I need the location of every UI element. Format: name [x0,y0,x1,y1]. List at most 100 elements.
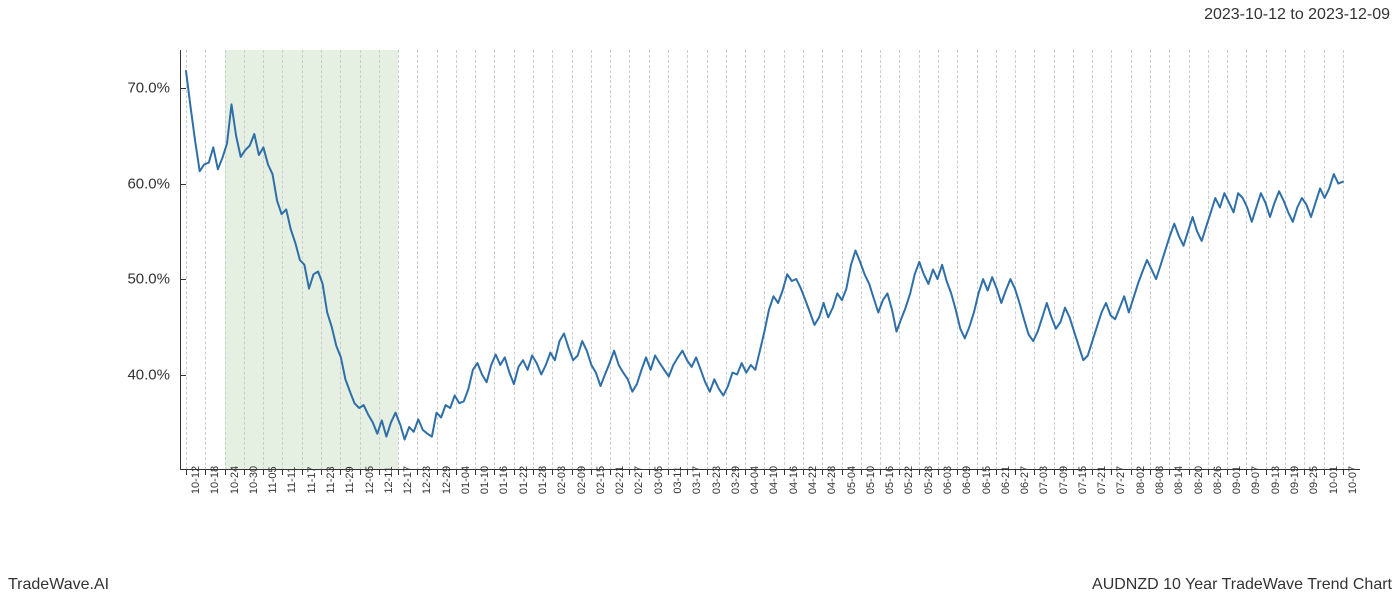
x-tick-mark [1246,470,1247,475]
x-tick-label: 05-22 [903,466,915,494]
x-tick-mark [282,470,283,475]
x-tick-label: 08-08 [1154,466,1166,494]
x-tick-label: 02-21 [614,466,626,494]
x-tick-label: 05-16 [884,466,896,494]
x-tick-mark [1034,470,1035,475]
x-tick-label: 05-28 [923,466,935,494]
x-tick-label: 11-29 [344,466,356,493]
x-tick-label: 02-03 [556,466,568,494]
x-tick-mark [938,470,939,475]
x-tick-label: 08-14 [1173,466,1185,494]
x-tick-label: 10-24 [229,466,241,494]
x-tick-mark [340,470,341,475]
y-tick-label: 60.0% [127,175,170,192]
x-tick-mark [552,470,553,475]
y-tick-label: 50.0% [127,271,170,288]
x-tick-mark [1285,470,1286,475]
y-axis: 40.0%50.0%60.0%70.0% [100,50,180,470]
x-tick-mark [321,470,322,475]
x-tick-mark [1169,470,1170,475]
x-tick-mark [1111,470,1112,475]
x-tick-label: 01-22 [518,466,530,494]
x-tick-label: 07-27 [1115,466,1127,494]
x-tick-mark [1073,470,1074,475]
x-tick-mark [263,470,264,475]
x-tick-label: 12-11 [383,466,395,493]
x-tick-mark [1266,470,1267,475]
x-tick-label: 07-15 [1077,466,1089,494]
x-tick-label: 10-12 [190,466,202,494]
chart-plot-area [180,50,1360,470]
x-tick-mark [1150,470,1151,475]
x-tick-label: 07-21 [1096,466,1108,494]
x-tick-mark [417,470,418,475]
x-tick-label: 05-10 [865,466,877,494]
x-tick-mark [880,470,881,475]
x-tick-label: 07-09 [1058,466,1070,494]
x-tick-mark [302,470,303,475]
x-tick-label: 04-22 [807,466,819,494]
x-tick-mark [784,470,785,475]
date-range-label: 2023-10-12 to 2023-12-09 [1204,6,1390,24]
x-tick-label: 04-28 [826,466,838,494]
x-tick-label: 04-04 [749,466,761,494]
x-tick-label: 06-27 [1019,466,1031,494]
x-tick-label: 10-07 [1347,466,1359,494]
x-tick-label: 04-16 [788,466,800,494]
x-tick-mark [629,470,630,475]
x-tick-mark [764,470,765,475]
x-tick-label: 01-04 [460,466,472,494]
x-tick-label: 10-30 [248,466,260,494]
x-tick-label: 12-23 [421,466,433,494]
x-tick-mark [475,470,476,475]
y-tick-label: 40.0% [127,366,170,383]
brand-label: TradeWave.AI [8,576,109,594]
plot-border [180,50,1360,470]
x-tick-label: 03-17 [691,466,703,494]
x-tick-mark [1189,470,1190,475]
x-tick-label: 11-23 [325,466,337,493]
x-tick-mark [1092,470,1093,475]
x-tick-label: 12-29 [441,466,453,494]
x-tick-label: 09-19 [1289,466,1301,494]
x-tick-label: 11-11 [286,467,298,494]
x-tick-label: 08-02 [1135,466,1147,494]
x-tick-mark [572,470,573,475]
chart-title: AUDNZD 10 Year TradeWave Trend Chart [1092,576,1392,594]
x-tick-label: 10-01 [1328,466,1340,494]
x-tick-mark [244,470,245,475]
x-tick-mark [707,470,708,475]
x-tick-mark [1324,470,1325,475]
x-tick-label: 02-09 [576,466,588,494]
x-tick-mark [205,470,206,475]
x-tick-label: 12-05 [364,466,376,494]
x-tick-mark [996,470,997,475]
x-tick-mark [842,470,843,475]
x-tick-label: 01-28 [537,466,549,494]
x-tick-mark [186,470,187,475]
x-tick-mark [437,470,438,475]
x-tick-mark [649,470,650,475]
x-tick-mark [668,470,669,475]
x-tick-mark [726,470,727,475]
x-tick-label: 11-05 [267,466,279,493]
x-tick-label: 03-11 [672,466,684,493]
x-tick-label: 12-17 [402,466,414,494]
x-tick-label: 09-25 [1308,466,1320,494]
x-tick-label: 06-09 [961,466,973,494]
x-tick-label: 11-17 [306,466,318,493]
x-tick-label: 09-01 [1231,466,1243,494]
x-tick-mark [225,470,226,475]
x-tick-mark [514,470,515,475]
x-tick-label: 05-04 [846,466,858,494]
x-tick-label: 02-15 [595,466,607,494]
x-tick-label: 03-05 [653,466,665,494]
x-tick-mark [1304,470,1305,475]
x-tick-label: 03-23 [711,466,723,494]
x-tick-mark [1343,470,1344,475]
x-tick-mark [919,470,920,475]
x-tick-label: 03-29 [730,466,742,494]
x-tick-label: 01-16 [498,466,510,494]
x-tick-mark [977,470,978,475]
x-tick-mark [822,470,823,475]
